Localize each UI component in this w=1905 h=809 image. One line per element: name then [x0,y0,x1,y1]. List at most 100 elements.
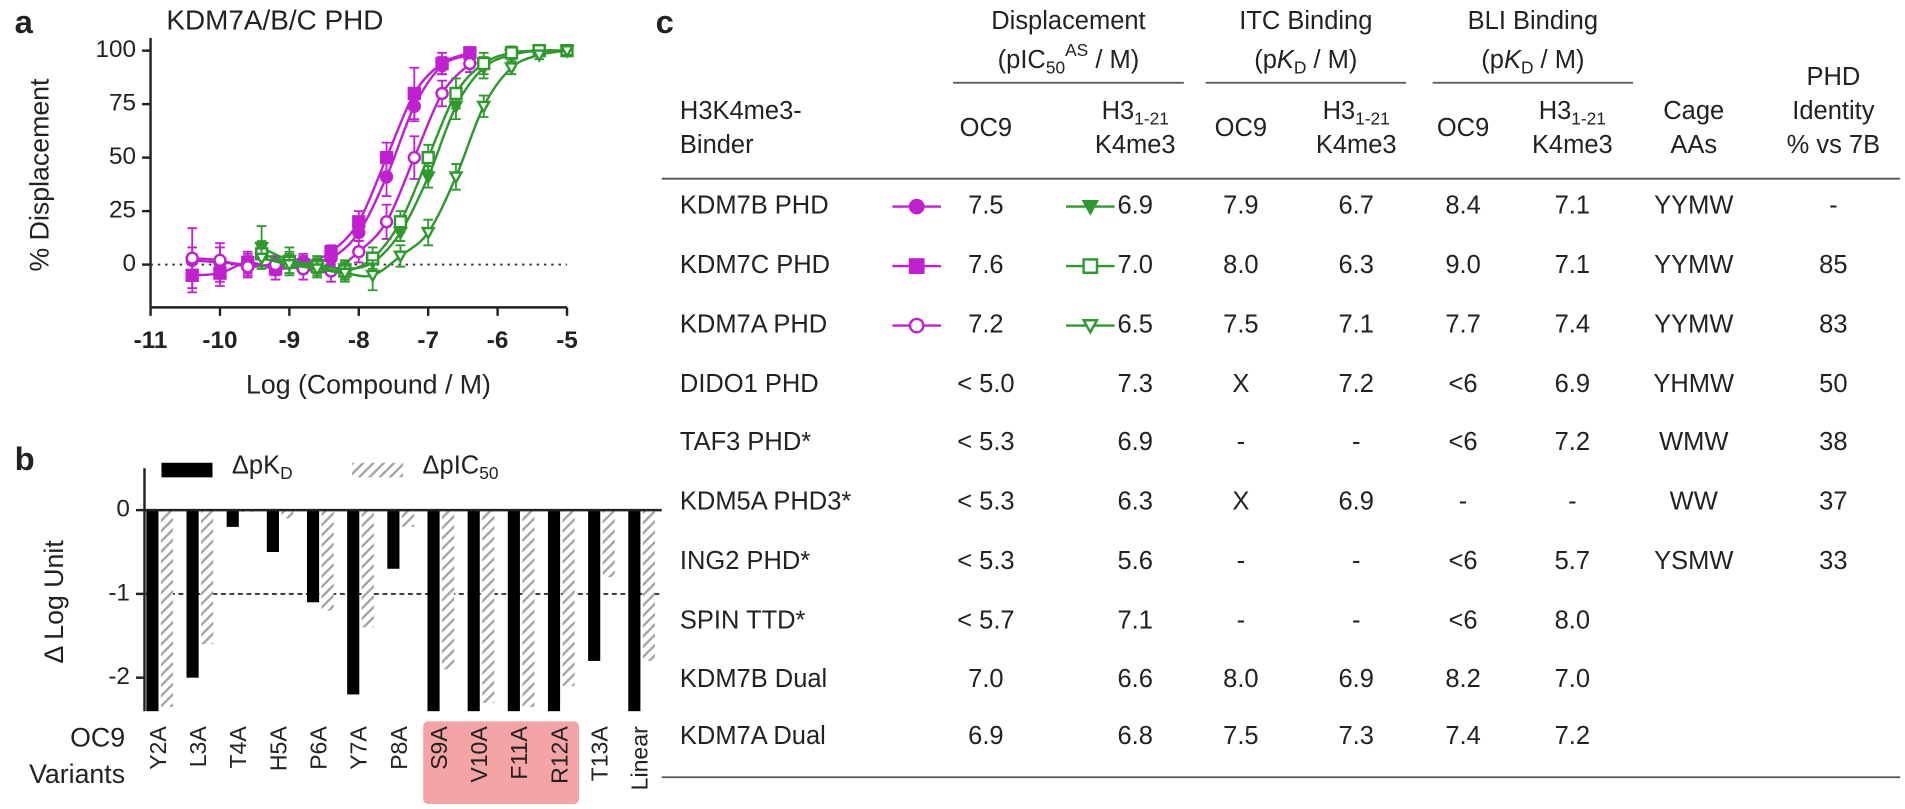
table-cell: - [1352,607,1361,635]
bar [146,510,159,712]
marker [476,100,492,115]
table-cell: 6.8 [1118,722,1153,750]
x-tick-label: V10A [466,726,492,783]
table-cell: 7.0 [1555,665,1590,693]
marker [241,260,255,274]
bar [226,510,239,527]
legend-marker [908,258,925,274]
column-header: H31-21 [1539,97,1606,128]
bar [522,510,535,708]
y-tick-label: 0 [122,250,136,277]
table-cell: 50 [1819,370,1847,398]
x-tick-label: Y2A [145,726,171,770]
group-header: (pIC50AS / M) [998,40,1140,77]
column-header-part: PHD [1806,63,1860,91]
marker [185,251,199,265]
marker [559,45,575,59]
legend-marker [908,198,925,215]
x-tick-label: Linear [627,726,653,790]
marker [392,250,408,264]
bar [387,510,400,569]
table-cell: - [1237,607,1246,635]
row-label: KDM7B PHD [680,191,829,219]
legend-label-part: ΔpIC [423,451,480,479]
bar [401,510,415,527]
table-cell: - [1237,428,1246,456]
row-label: KDM5A PHD3* [680,488,851,516]
table-cell: 6.9 [1338,488,1373,516]
y-tick-label: 100 [95,36,136,63]
column-header-part: % vs 7B [1787,131,1880,159]
column-header: OC9 [1215,114,1267,142]
x-axis-label: OC9 [70,723,125,753]
table-cell: 6.6 [1118,665,1153,693]
marker [352,215,366,229]
x-tick-label: -5 [556,327,578,354]
table-cell: - [1459,488,1467,516]
table-cell: 6.9 [1338,665,1373,693]
table-cell: 7.4 [1555,310,1590,338]
table-cell: 5.7 [1555,547,1590,575]
table-cell: YYMW [1654,191,1733,219]
marker [420,226,436,241]
x-axis-label: Variants [29,759,125,789]
table-cell: 37 [1819,488,1847,516]
bar [427,510,440,712]
table-cell: 7.6 [968,251,1003,279]
table-cell: 6.5 [1118,310,1153,338]
bar [547,510,561,712]
marker [449,86,463,101]
table-cell: 6.9 [1118,191,1153,219]
table-cell: YYMW [1654,251,1733,279]
marker [365,269,381,284]
marker [504,46,519,60]
table-cell: 38 [1819,428,1847,456]
column-header: AAs [1670,131,1717,159]
marker [213,253,227,267]
table-cell: 6.3 [1118,488,1153,516]
group-header: BLI Binding [1468,7,1598,35]
row-label: SPIN TTD* [680,607,806,635]
table-cell: X [1232,370,1249,398]
x-tick-label: -7 [417,327,439,354]
table-cell: < 5.3 [957,428,1014,456]
column-header: K4me3 [1532,131,1613,159]
table-cell: <6 [1449,370,1478,398]
x-tick-label: -10 [202,327,237,354]
x-tick-label: T13A [587,726,613,782]
group-header-part: (pIC [998,46,1046,74]
marker [435,86,449,101]
chart-title: KDM7A/B/C PHD [166,4,383,35]
highlight [423,721,579,804]
row-label: KDM7C PHD [680,251,830,279]
marker [281,258,297,273]
row-label: DIDO1 PHD [680,370,819,398]
marker [435,56,449,71]
x-tick-label: T4A [225,726,251,769]
column-header: PHD [1806,63,1860,91]
table-cell: <6 [1449,607,1478,635]
x-tick-label: F11A [506,726,532,780]
bar [628,510,641,712]
column-header-part: OC9 [1437,114,1489,142]
row-label: KDM7B Dual [680,665,827,693]
column-header-part: Identity [1792,97,1874,125]
x-axis-label: Log (Compound / M) [246,369,491,399]
y-tick-label: 75 [109,90,136,117]
table-cell: 8.2 [1445,665,1480,693]
group-header-part: Displacement [991,7,1145,35]
column-header-part: AAs [1670,131,1717,159]
group-header-part: BLI Binding [1468,7,1598,35]
legend-label-part: 50 [479,463,498,483]
row-label: ING2 PHD* [680,547,810,575]
column-header-part: OC9 [960,114,1012,142]
table-cell: 7.3 [1118,370,1153,398]
table-cell: 7.2 [968,310,1003,338]
table-cell: 7.1 [1118,607,1153,635]
legend-label-part: ΔpK [232,451,280,479]
column-header: H3K4me3- [680,97,802,125]
bar [507,510,520,712]
table-cell: 7.1 [1338,310,1373,338]
column-header: % vs 7B [1787,131,1880,159]
